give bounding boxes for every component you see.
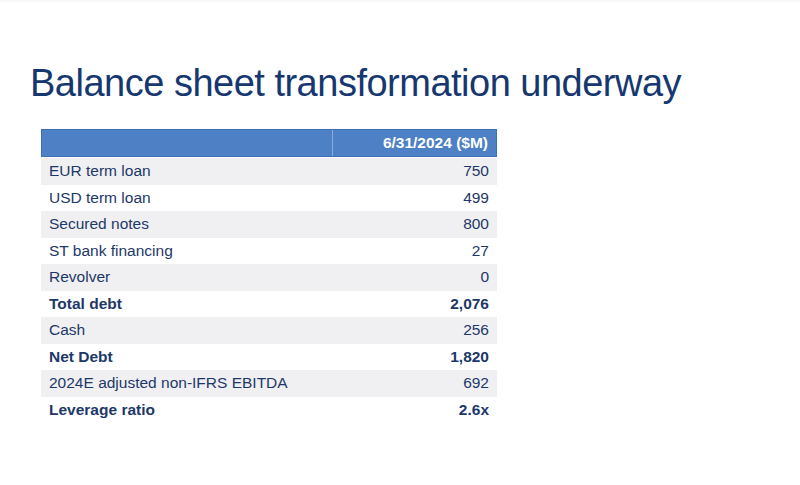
row-label: Net Debt xyxy=(41,348,450,366)
row-label: USD term loan xyxy=(41,189,463,207)
row-label: Secured notes xyxy=(41,215,463,233)
row-value: 800 xyxy=(463,215,497,233)
table-row: EUR term loan 750 xyxy=(41,158,497,185)
table-row: 2024E adjusted non-IFRS EBITDA 692 xyxy=(41,370,497,397)
row-label: Cash xyxy=(41,321,463,339)
row-label: 2024E adjusted non-IFRS EBITDA xyxy=(41,374,463,392)
row-label: Total debt xyxy=(41,295,450,313)
table-row: Secured notes 800 xyxy=(41,211,497,238)
row-label: Revolver xyxy=(41,268,480,286)
balance-sheet-table: 6/31/2024 ($M) EUR term loan 750 USD ter… xyxy=(41,129,497,423)
table-body: EUR term loan 750 USD term loan 499 Secu… xyxy=(41,158,497,423)
table-row: Total debt 2,076 xyxy=(41,291,497,318)
row-value: 692 xyxy=(463,374,497,392)
row-value: 1,820 xyxy=(450,348,497,366)
row-value: 256 xyxy=(463,321,497,339)
table-row: ST bank financing 27 xyxy=(41,238,497,265)
row-value: 499 xyxy=(463,189,497,207)
row-value: 0 xyxy=(480,268,497,286)
table-row: Revolver 0 xyxy=(41,264,497,291)
row-value: 27 xyxy=(472,242,497,260)
table-row: Net Debt 1,820 xyxy=(41,344,497,371)
table-row: USD term loan 499 xyxy=(41,185,497,212)
table-header-label-cell xyxy=(42,130,333,156)
row-value: 2.6x xyxy=(459,401,497,419)
row-label: ST bank financing xyxy=(41,242,472,260)
row-value: 750 xyxy=(463,162,497,180)
table-header-row: 6/31/2024 ($M) xyxy=(41,129,497,157)
row-label: Leverage ratio xyxy=(41,401,459,419)
table-row: Leverage ratio 2.6x xyxy=(41,397,497,424)
slide: Balance sheet transformation underway 6/… xyxy=(0,0,800,485)
row-value: 2,076 xyxy=(450,295,497,313)
page-title: Balance sheet transformation underway xyxy=(30,61,681,105)
table-row: Cash 256 xyxy=(41,317,497,344)
row-label: EUR term loan xyxy=(41,162,463,180)
table-header-date-cell: 6/31/2024 ($M) xyxy=(333,134,496,152)
